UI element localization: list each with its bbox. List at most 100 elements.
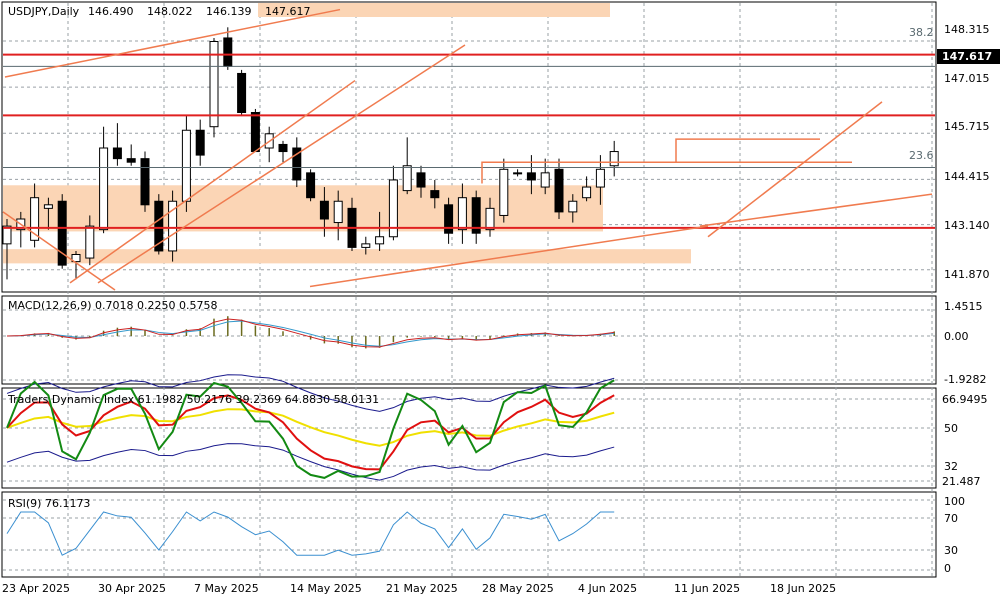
range-box-lower xyxy=(481,161,852,184)
bear-candle-body xyxy=(292,147,302,181)
chart-symbol-label: USDJPY,Daily xyxy=(8,5,80,18)
candle xyxy=(595,155,605,205)
bear-candle-body xyxy=(471,197,481,234)
candle xyxy=(237,69,247,117)
date-label-4: 21 May 2025 xyxy=(386,582,458,595)
bull-candle-body xyxy=(457,197,467,231)
rsi-tick-2: 30 xyxy=(944,544,958,557)
bull-candle-body xyxy=(499,168,509,216)
candle xyxy=(30,183,40,248)
bear-candle-body xyxy=(140,158,150,206)
price-tick-3: 144.415 xyxy=(944,170,990,183)
range-box-upper xyxy=(675,138,820,163)
price-tick-4: 143.140 xyxy=(944,219,990,232)
bear-candle-body xyxy=(306,172,316,199)
candle xyxy=(154,194,164,255)
bear-candle-body xyxy=(554,168,564,213)
current-price-box xyxy=(937,49,1000,64)
rsi-pane xyxy=(1,491,937,578)
candle xyxy=(554,158,564,219)
bear-candle-body xyxy=(126,158,136,163)
tdi-market-base-line xyxy=(6,408,615,447)
date-label-6: 4 Jun 2025 xyxy=(578,582,637,595)
candle xyxy=(485,197,495,237)
bull-candle-body xyxy=(181,129,191,202)
bear-candle-body xyxy=(250,112,260,153)
bear-candle-body xyxy=(444,204,454,234)
trendline-support-long xyxy=(309,225,709,288)
price-tick-0: 148.315 xyxy=(944,23,990,36)
trendlines xyxy=(2,8,935,291)
trendline-upper xyxy=(4,8,341,78)
candle xyxy=(99,126,109,234)
bull-candle-body xyxy=(43,204,53,209)
bear-candle-body xyxy=(237,72,247,113)
tdi-tick-3: 21.487 xyxy=(942,475,981,488)
rsi-label: RSI(9) 76.1173 xyxy=(8,497,90,510)
bull-candle-body xyxy=(595,168,605,188)
candle xyxy=(499,158,509,223)
channel-line-upper xyxy=(97,44,466,284)
channel-line-lower xyxy=(69,79,356,284)
candle xyxy=(43,197,53,230)
fib-level-bottom-label: 23.6 xyxy=(909,149,934,162)
tdi-signal-line xyxy=(6,394,615,471)
bull-candle-body xyxy=(85,225,95,259)
tdi-lower-band xyxy=(6,443,615,481)
fib-level-top-label: 38.2 xyxy=(909,26,934,39)
candle xyxy=(306,169,316,202)
macd-line xyxy=(6,318,615,348)
ohlc-open: 146.490 xyxy=(88,5,134,18)
candle xyxy=(181,116,191,212)
grid xyxy=(3,3,935,576)
candle xyxy=(444,197,454,244)
bull-candle-body xyxy=(2,225,12,245)
tdi-tick-1: 50 xyxy=(944,422,958,435)
candle xyxy=(57,194,67,269)
candle xyxy=(223,27,233,70)
trendline-rising xyxy=(707,101,883,238)
tdi-tick-2: 32 xyxy=(944,460,958,473)
tdi-label: Traders Dynamic Index 61.1982 50.2176 39… xyxy=(7,393,379,406)
candle xyxy=(264,126,274,163)
bull-candle-body xyxy=(402,165,412,192)
price-tick-5: 141.870 xyxy=(944,268,990,281)
candles xyxy=(2,27,619,280)
candle xyxy=(140,151,150,212)
indicators xyxy=(6,316,615,556)
bull-candle-body xyxy=(333,200,343,224)
bear-candle-body xyxy=(112,147,122,160)
macd-label: MACD(12,26,9) 0.7018 0.2250 0.5758 xyxy=(8,299,218,312)
ohlc-close: 147.617 xyxy=(265,5,311,18)
bull-candle-body xyxy=(361,243,371,248)
date-label-5: 28 May 2025 xyxy=(482,582,554,595)
candle xyxy=(471,190,481,244)
macd-signal-line xyxy=(6,320,615,347)
bull-candle-body xyxy=(609,151,619,167)
date-label-8: 18 Jun 2025 xyxy=(770,582,836,595)
bear-candle-body xyxy=(57,200,67,266)
lower-demand-zone xyxy=(3,249,691,264)
candle xyxy=(582,176,592,202)
bull-candle-body xyxy=(388,179,398,238)
candle xyxy=(278,140,288,163)
bear-candle-body xyxy=(154,200,164,252)
bull-candle-body xyxy=(513,172,523,175)
rsi-line xyxy=(6,511,615,556)
bear-candle-body xyxy=(195,129,205,156)
candle xyxy=(71,250,81,280)
ohlc-low: 146.139 xyxy=(206,5,252,18)
rsi-tick-1: 70 xyxy=(944,512,958,525)
bull-candle-body xyxy=(209,41,219,128)
candle xyxy=(126,144,136,166)
candle xyxy=(209,37,219,138)
candle xyxy=(375,211,385,251)
bear-candle-body xyxy=(430,190,440,199)
bull-candle-body xyxy=(30,197,40,241)
tdi-tick-0: 66.9495 xyxy=(942,393,988,406)
tdi-upper-band xyxy=(6,374,615,412)
macd-pane xyxy=(1,295,937,385)
bull-candle-body xyxy=(375,236,385,245)
candle xyxy=(2,219,12,280)
